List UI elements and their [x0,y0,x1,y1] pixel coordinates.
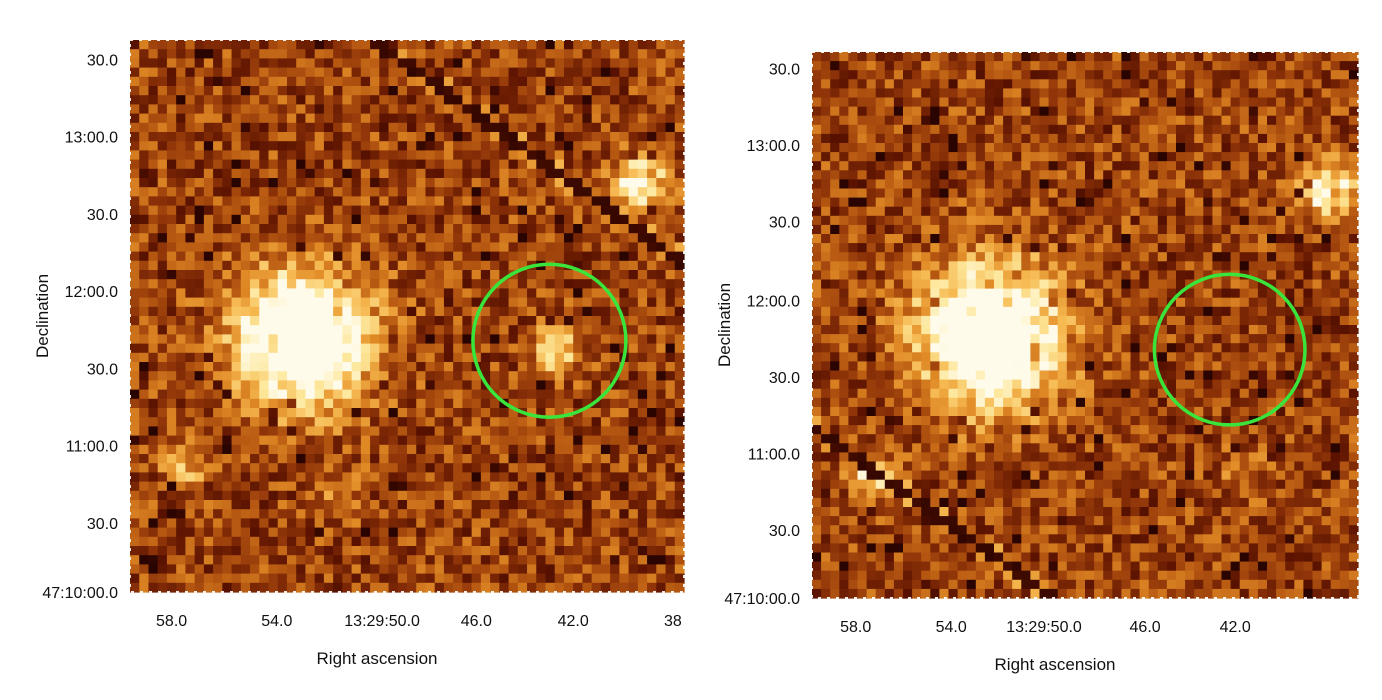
y-tick-label: 13:00.0 [747,138,800,155]
sky-image [812,52,1359,599]
source-region-circle [1152,272,1307,427]
x-tick-label: 42.0 [558,613,589,630]
y-tick-label: 47:10:00.0 [42,585,118,602]
y-tick-label: 11:00.0 [748,446,800,463]
y-tick-label: 12:00.0 [65,284,118,301]
x-axis-title: Right ascension [995,655,1116,674]
x-tick-label: 58.0 [840,619,871,636]
y-tick-label: 12:00.0 [747,293,800,310]
y-tick-label: 47:10:00.0 [724,591,800,608]
x-tick-label: 58.0 [156,613,187,630]
source-region-circle [471,262,628,420]
y-tick-label: 11:00.0 [66,439,118,456]
x-tick-label: 42.0 [1220,619,1251,636]
left-figure: 58.0 54.0 13:29:50.0 46.0 42.0 38 30.0 13:00.0 3… [33,39,685,668]
x-tick-label: 46.0 [461,613,492,630]
y-tick-label: 30.0 [87,361,118,378]
image-frame [811,51,1359,599]
y-axis-title: Declination [33,274,52,358]
x-axis-title: Right ascension [317,649,438,668]
y-tick-label: 30.0 [87,516,118,533]
y-tick-label: 30.0 [769,523,800,540]
x-tick-label: 54.0 [936,619,967,636]
y-tick-label: 13:00.0 [65,130,118,147]
x-tick-label: 46.0 [1130,619,1161,636]
y-axis-title: Declination [715,283,734,367]
y-tick-label: 30.0 [769,214,800,231]
image-frame [129,39,685,593]
y-tick-label: 30.0 [87,52,118,69]
y-tick-label: 30.0 [769,61,800,78]
right-figure: 58.0 54.0 13:29:50.0 46.0 42.0 30.0 13:00.0 30.… [715,51,1359,674]
right-image-panel: 58.0 54.0 13:29:50.0 46.0 42.0 30.0 13:00.0 30.… [700,0,1382,700]
x-tick-label: 38 [664,613,682,630]
sky-image [130,40,685,593]
left-image-panel: 58.0 54.0 13:29:50.0 46.0 42.0 38 30.0 13:00.0 3… [33,39,685,668]
y-tick-label: 30.0 [769,370,800,387]
y-tick-label: 30.0 [87,207,118,224]
x-tick-label: 13:29:50.0 [1006,619,1082,636]
x-tick-label: 13:29:50.0 [344,613,420,630]
x-tick-label: 54.0 [261,613,292,630]
